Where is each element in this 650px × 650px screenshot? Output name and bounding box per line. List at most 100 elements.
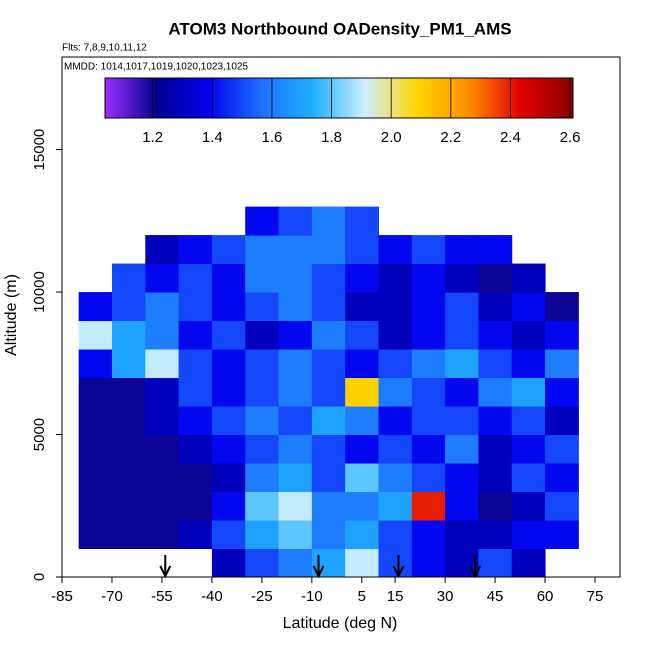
- heatmap-cell: [411, 349, 446, 379]
- heatmap-cell: [211, 292, 246, 322]
- x-tick-label: -70: [101, 588, 123, 605]
- heatmap-cell: [445, 263, 479, 293]
- flight-arrowhead: [469, 565, 481, 579]
- heatmap-cell: [178, 463, 213, 493]
- heatmap-cell: [78, 463, 113, 493]
- heatmap-cell: [345, 548, 379, 578]
- heatmap-cell: [78, 349, 113, 379]
- heatmap-cell: [445, 463, 479, 493]
- heatmap-cell: [278, 320, 313, 350]
- heatmap-cell: [445, 520, 479, 550]
- heatmap-cell: [78, 320, 113, 350]
- heatmap-cell: [111, 520, 146, 550]
- heatmap-cell: [145, 491, 180, 521]
- annotation: MMDD: 1014,1017,1019,1020,1023,1025: [64, 62, 248, 73]
- heatmap-cell: [211, 377, 246, 407]
- heatmap-cell: [378, 548, 413, 578]
- heatmap-cell: [145, 292, 180, 322]
- heatmap-cell: [445, 320, 479, 350]
- heatmap-cell: [245, 263, 280, 293]
- heatmap-cell: [411, 263, 446, 293]
- heatmap-cell: [378, 491, 413, 521]
- heatmap-cell: [278, 406, 313, 436]
- x-tick-label: 75: [587, 588, 604, 605]
- heatmap-cell: [445, 491, 479, 521]
- heatmap-cell: [278, 235, 313, 265]
- heatmap-cell: [511, 349, 546, 379]
- heatmap-cell: [478, 349, 513, 379]
- heatmap-cell: [545, 520, 579, 550]
- heatmap-cell: [511, 406, 546, 436]
- heatmap-cell: [145, 320, 180, 350]
- heatmap-cell: [345, 292, 379, 322]
- heatmap-cell: [245, 349, 280, 379]
- heatmap-cell: [111, 320, 146, 350]
- heatmap-cell: [378, 349, 413, 379]
- heatmap-cell: [278, 292, 313, 322]
- heatmap-cell: [211, 463, 246, 493]
- heatmap-cell: [345, 263, 379, 293]
- flight-arrowhead: [159, 565, 172, 579]
- heatmap-cell: [111, 292, 146, 322]
- x-tick-label: 5: [358, 588, 366, 605]
- x-tick-label: -55: [151, 588, 173, 605]
- heatmap-cell: [211, 235, 246, 265]
- heatmap-cell: [345, 349, 379, 379]
- heatmap-cell: [311, 434, 346, 464]
- heatmap-cell: [478, 463, 513, 493]
- heatmap-cell: [111, 263, 146, 293]
- heatmap-cell: [278, 491, 313, 521]
- heatmap-cell: [278, 520, 313, 550]
- heatmap-cell: [345, 377, 379, 407]
- colorbar: [104, 77, 574, 119]
- heatmap-cell: [445, 235, 479, 265]
- heatmap-cell: [178, 292, 213, 322]
- heatmap-cell: [345, 320, 379, 350]
- heatmap-cell: [145, 263, 180, 293]
- colorbar-tick-label: 1.4: [202, 129, 223, 146]
- x-tick-label: -25: [251, 588, 273, 605]
- colorbar-tick-label: 1.2: [142, 129, 163, 146]
- heatmap-cell: [245, 548, 280, 578]
- heatmap-cell: [311, 206, 346, 236]
- heatmap-cell: [178, 349, 213, 379]
- heatmap-cell: [278, 463, 313, 493]
- heatmap-cell: [111, 406, 146, 436]
- heatmap-cell: [478, 320, 513, 350]
- heatmap-cell: [378, 463, 413, 493]
- heatmap-cell: [78, 406, 113, 436]
- x-tick-label: -40: [201, 588, 223, 605]
- plot-frame: [61, 56, 621, 578]
- heatmap-cell: [511, 548, 546, 578]
- heatmap-cell: [111, 349, 146, 379]
- heatmap-cell: [311, 491, 346, 521]
- heatmap-cell: [311, 377, 346, 407]
- heatmap-cell: [245, 491, 280, 521]
- heatmap-cell: [178, 377, 213, 407]
- heatmap-cell: [178, 263, 213, 293]
- heatmap-cell: [511, 491, 546, 521]
- x-tick-label: -10: [301, 588, 323, 605]
- heatmap-cell: [311, 320, 346, 350]
- heatmap-cell: [511, 520, 546, 550]
- heatmap-cell: [445, 406, 479, 436]
- flight-arrowhead: [392, 565, 405, 579]
- x-tick-label: -85: [51, 588, 73, 605]
- heatmap-cell: [511, 320, 546, 350]
- heatmap-cell: [478, 548, 513, 578]
- heatmap-cell: [511, 377, 546, 407]
- heatmap-cell: [445, 434, 479, 464]
- heatmap-cell: [78, 292, 113, 322]
- heatmap-cell: [278, 206, 313, 236]
- heatmap-cell: [445, 292, 479, 322]
- colorbar-tick-label: 2.4: [500, 129, 521, 146]
- heatmap-cell: [411, 377, 446, 407]
- x-tick-label: 30: [437, 588, 454, 605]
- heatmap-cell: [478, 292, 513, 322]
- heatmap-cell: [245, 320, 280, 350]
- x-tick-label: 45: [487, 588, 504, 605]
- colorbar-tick-label: 2.0: [381, 129, 402, 146]
- heatmap-cell: [111, 434, 146, 464]
- heatmap-cell: [345, 463, 379, 493]
